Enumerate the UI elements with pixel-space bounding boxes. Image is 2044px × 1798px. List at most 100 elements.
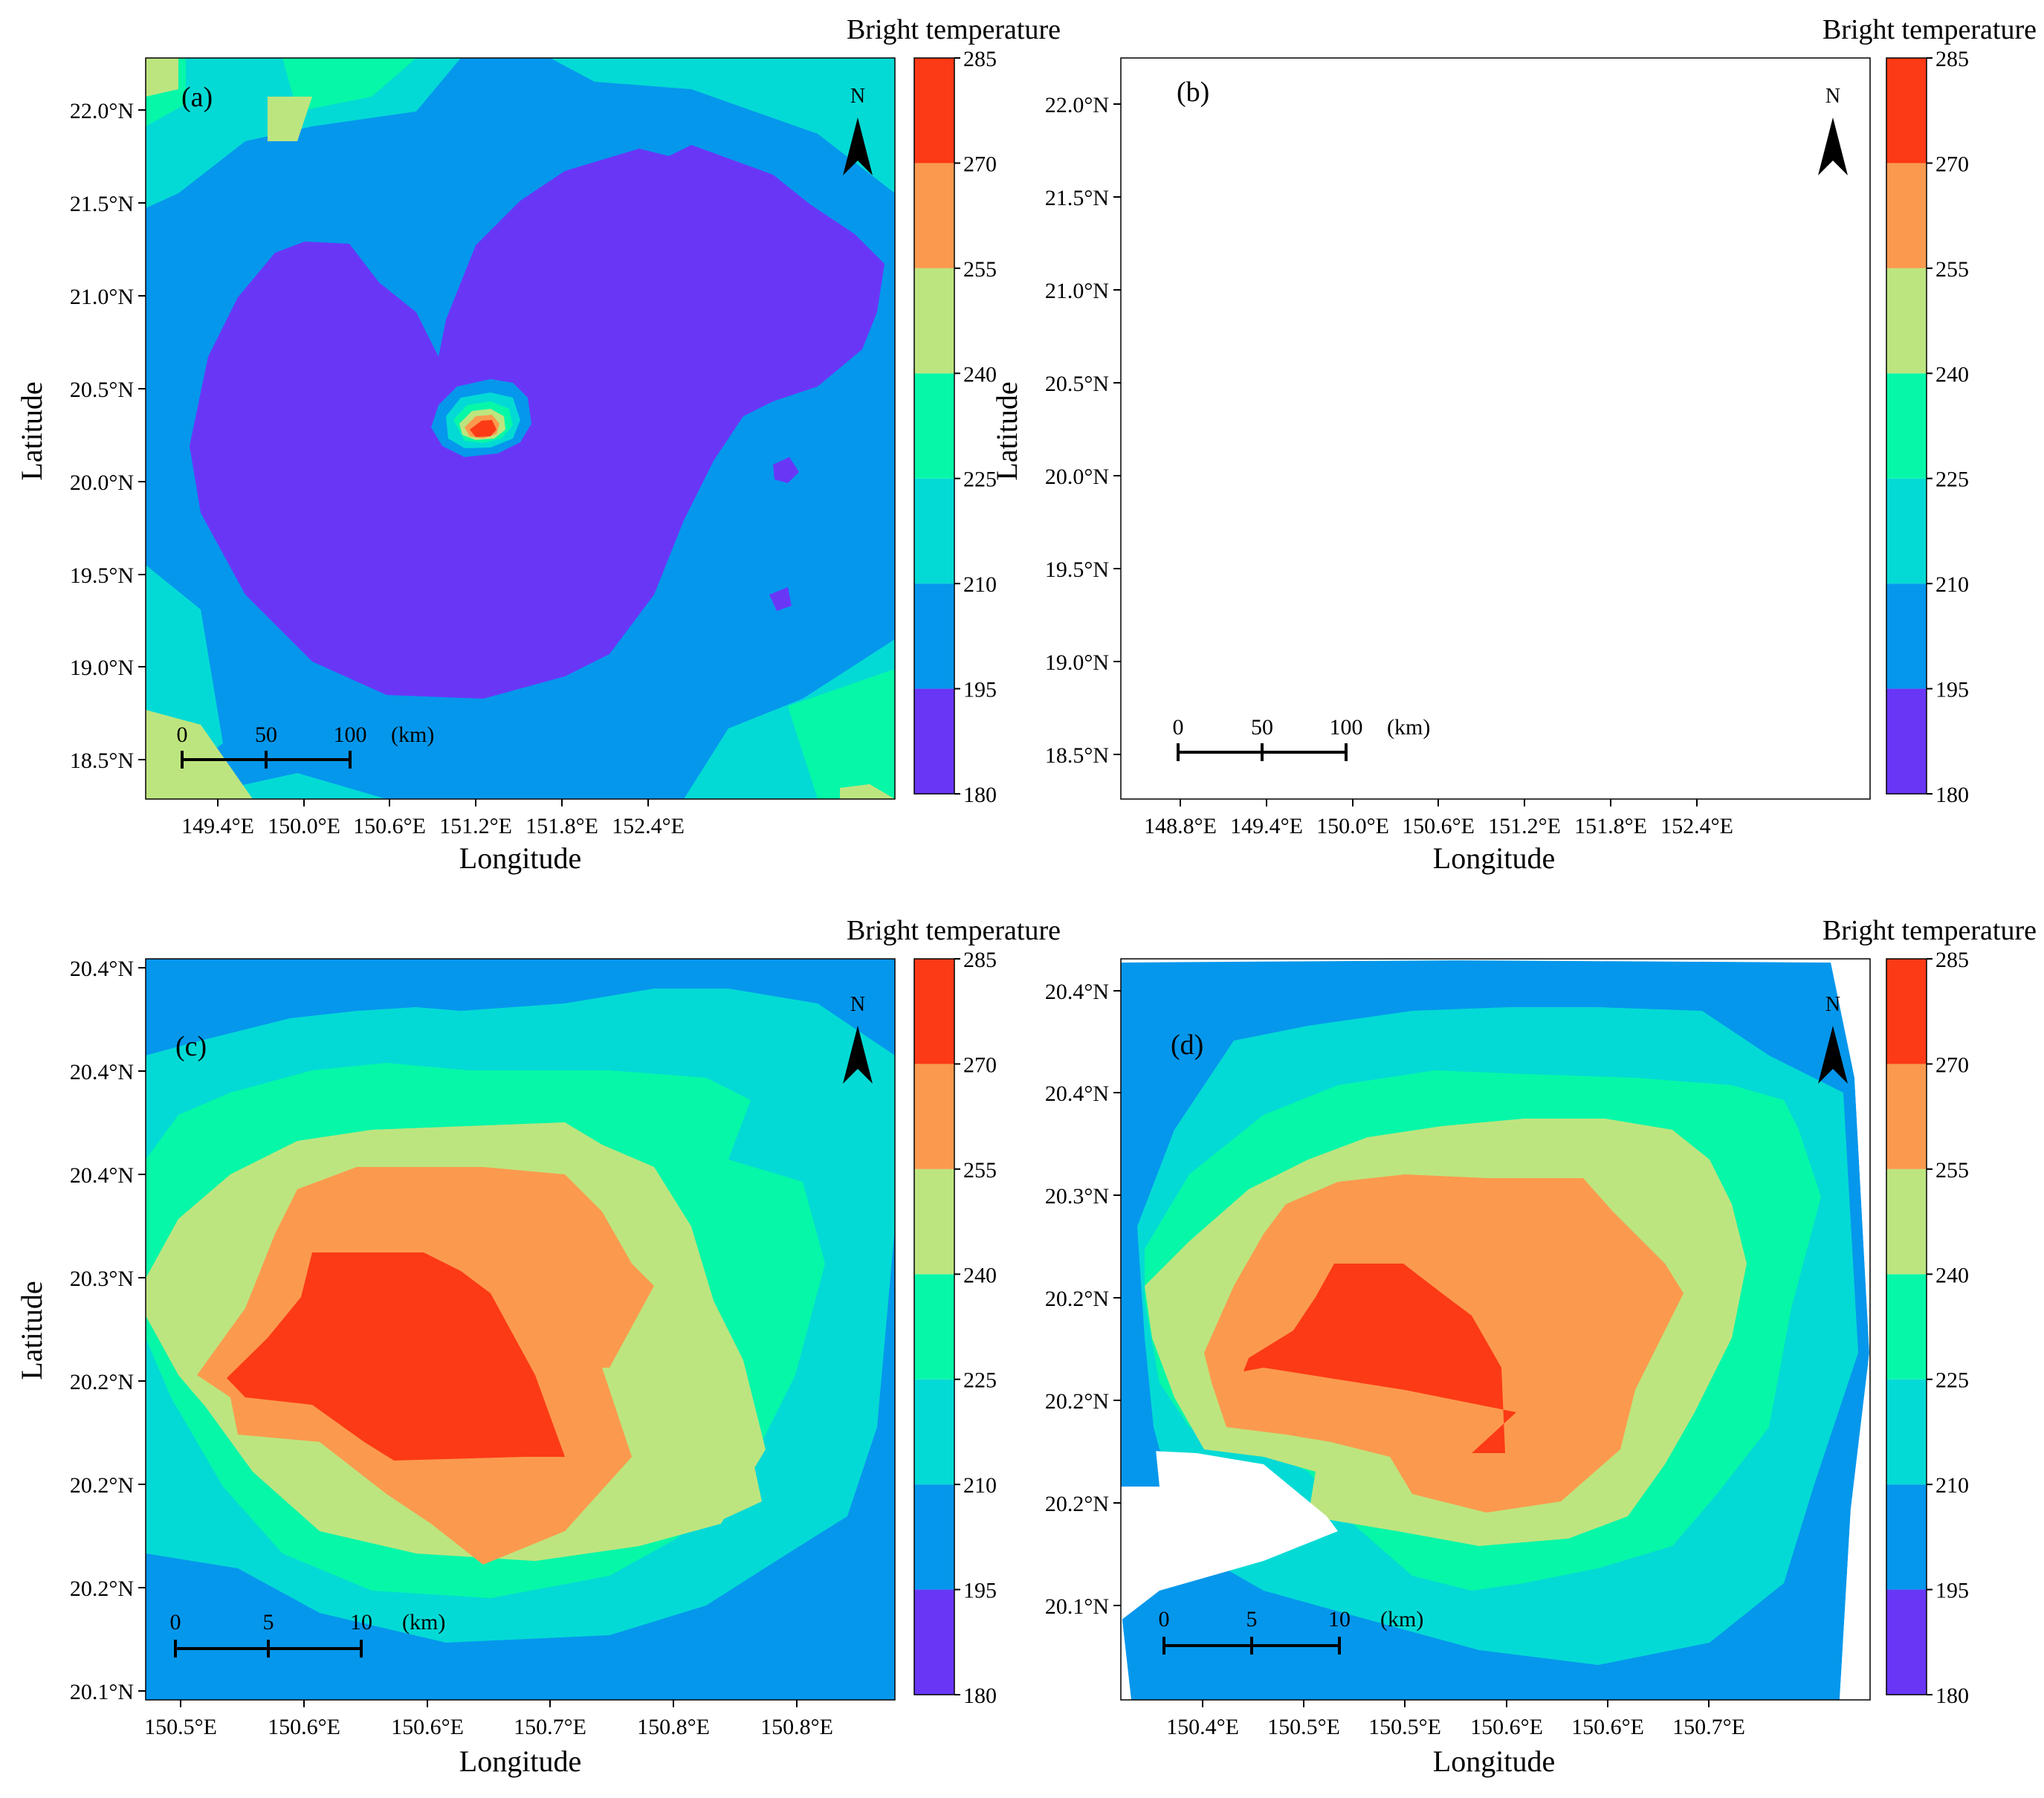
colorbar-segment [1886,58,1927,164]
y-tick-label: 18.5°N [1045,743,1109,768]
cf-270 [227,1252,565,1461]
colorbar-segment [914,1064,954,1169]
y-tick-label: 20.4°N [70,957,134,981]
colorbar-tick-label: 240 [1935,362,1969,387]
cf-210 [1421,387,1495,442]
x-tick-label: 150.5°E [1368,1715,1441,1739]
cf-210 [1121,52,1436,202]
north-arrow-icon: N [843,993,873,1084]
x-tick-label: 150.6°E [268,1715,340,1739]
y-tick-label: 21.5°N [70,192,134,216]
panel-c: 20.1°N 20.2°N 20.2°N 20.2°N 20.3°N 20.4°N 20.4… [15,915,1061,1778]
colorbar-tick-label: 210 [1935,1473,1969,1498]
cf-240 [1815,778,1870,799]
colorbar-segment [914,268,954,374]
x-tick-label: 150.6°E [391,1715,464,1739]
colorbar-tick-label: 285 [1935,948,1969,972]
cf-195 [1406,373,1507,451]
x-axis-label: Longitude [1433,1744,1555,1778]
panel-b: 18.5°N 19.0°N 19.5°N 20.0°N 20.5°N 21.0°N 21.5… [990,14,2037,875]
colorbar-tick-label: 285 [963,47,997,71]
colorbar-segment [1886,1274,1927,1380]
cf-240 [1243,91,1287,135]
north-arrow-icon: N [1818,85,1848,175]
cf-180 [1165,139,1860,693]
cf-210 [1121,559,1198,799]
x-axis-label: Longitude [1433,841,1555,875]
colorbar-segment [1886,959,1927,1064]
y-axis-ticks: 20.1°N 20.2°N 20.2°N 20.2°N 20.3°N 20.4°N 20.4… [70,957,146,1704]
colorbar-tick-label: 225 [963,468,997,492]
north-arrow-shape [843,1026,873,1084]
cf-240 [840,784,895,799]
cf-240 [268,97,312,141]
colorbar-segment [914,373,954,479]
cf-240 [146,710,253,799]
y-axis-label: Latitude [990,381,1023,480]
colorbar-tick-label: 195 [963,1579,997,1603]
cf-180 [773,457,799,483]
plot-frame [1120,57,1871,800]
colorbar-frame [1886,958,1927,1695]
colorbar-tick-label: 210 [963,1473,997,1498]
colorbar-tick-label: 180 [1935,783,1969,807]
colorbar-segment [914,959,954,1064]
x-tick-label: 152.4°E [612,814,685,838]
north-arrow-shape [843,117,873,175]
y-axis-label: Latitude [15,381,48,480]
colorbar-tick-label: 210 [963,572,997,597]
panel-label: (c) [175,1031,207,1062]
x-tick-label: 150.6°E [1470,1715,1543,1739]
cf-210 [1154,767,1362,799]
cf-255 [1440,409,1475,433]
y-tick-label: 20.3°N [70,1267,134,1291]
scale-bar-label: 0 [1173,715,1184,740]
colorbar-tick-label: 270 [1935,1052,1969,1077]
y-axis-ticks: 18.5°N 19.0°N 19.5°N 20.0°N 20.5°N 21.0°N 21.5… [70,99,146,773]
x-axis-label: Longitude [459,841,581,875]
cf-210 [1525,52,1870,187]
x-tick-label: 150.7°E [514,1715,586,1739]
cf-270 [1445,414,1472,431]
scale-bar: 0 5 10 (km) [1159,1607,1423,1655]
y-tick-label: 20.1°N [1045,1594,1109,1619]
colorbar-title: Bright temperature [847,14,1061,45]
north-arrow-shape [1818,117,1848,175]
y-tick-label: 20.5°N [70,378,134,402]
colorbar-tick-label: 180 [963,783,997,807]
x-tick-label: 150.4°E [1166,1715,1239,1739]
colorbar-segment [914,58,954,164]
x-axis-ticks: 149.4°E 150.0°E 150.6°E 151.2°E 151.8°E 152.4… [181,799,685,838]
y-tick-label: 20.2°N [1045,1389,1109,1414]
panel-label: (b) [1177,77,1209,108]
x-tick-label: 151.2°E [439,814,512,838]
y-tick-label: 21.0°N [1045,279,1109,303]
cf-270 [1243,1264,1516,1453]
colorbar-tick-label: 225 [1935,468,1969,492]
colorbar-segment [914,1168,954,1275]
colorbar-segment [1886,373,1927,479]
colorbar-segment [1886,1589,1927,1695]
north-label: N [850,85,865,108]
colorbar-tick-label: 255 [1935,1158,1969,1183]
x-tick-label: 149.4°E [1230,814,1303,838]
scale-bar: 0 50 100 (km) [177,722,434,769]
scale-bar-label: 5 [263,1610,274,1634]
x-axis-ticks: 148.8°E 149.4°E 150.0°E 150.6°E 151.2°E 151.8… [1144,799,1733,838]
panel-d: 20.1°N 20.2°N 20.2°N 20.2°N 20.3°N 20.4°N 20.4… [1045,915,2037,1778]
colorbar-frame [1886,57,1927,795]
colorbar-segment [914,688,954,794]
scale-bar-label: 0 [170,1610,181,1634]
y-axis-label: Latitude [15,1281,48,1380]
y-tick-label: 19.5°N [70,563,134,588]
x-tick-label: 150.5°E [1267,1715,1340,1739]
x-tick-label: 150.8°E [760,1715,833,1739]
scale-bar-unit: (km) [391,722,434,747]
colorbar-tick-label: 180 [1935,1684,1969,1708]
colorbar-tick-label: 255 [1935,257,1969,282]
y-tick-label: 20.2°N [70,1370,134,1394]
north-label: N [1825,85,1840,108]
